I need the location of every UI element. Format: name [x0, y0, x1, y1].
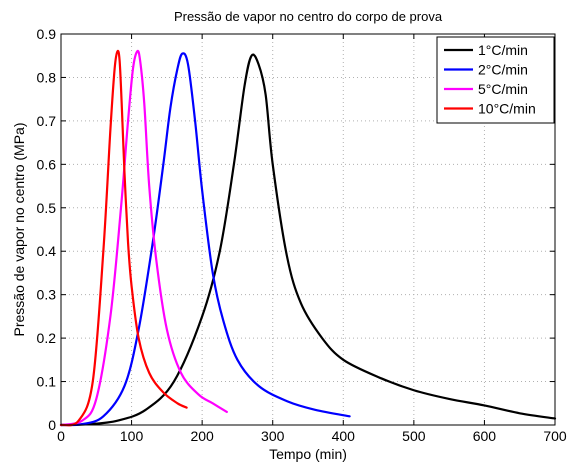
x-axis-label: Tempo (min) [269, 446, 347, 462]
legend-label: 2°C/min [478, 62, 528, 78]
x-tick-label: 100 [120, 428, 144, 444]
ticks: 0 100 200 300 400 500 600 700 0 0.1 0.2 0.3 0.4 0.5 0.… [37, 26, 567, 444]
x-tick-label: 300 [261, 428, 285, 444]
y-tick-label: 0.8 [37, 69, 57, 85]
y-axis-label: Pressão de vapor no centro (MPa) [11, 123, 27, 337]
series-line [59, 49, 188, 427]
x-tick-label: 400 [332, 428, 356, 444]
x-tick-label: 200 [190, 428, 214, 444]
y-tick-label: 0.6 [37, 156, 57, 172]
y-tick-label: 0.3 [37, 287, 57, 303]
y-tick-label: 0 [48, 417, 56, 433]
x-tick-label: 700 [543, 428, 567, 444]
series-line [59, 52, 351, 427]
series-line [59, 49, 228, 427]
chart-title: Pressão de vapor no centro do corpo de p… [174, 9, 443, 24]
plot-frame [60, 33, 556, 426]
series-layer [59, 49, 557, 427]
x-tick-label: 500 [402, 428, 426, 444]
y-tick-label: 0.4 [37, 243, 57, 259]
x-tick-label: 600 [473, 428, 497, 444]
y-tick-label: 0.2 [37, 330, 57, 346]
x-tick-label: 0 [57, 428, 65, 444]
legend: 1°C/min 2°C/min 5°C/min 10°C/min [436, 36, 555, 124]
legend-label: 10°C/min [478, 101, 536, 117]
y-tick-label: 0.7 [37, 113, 57, 129]
y-tick-label: 0.5 [37, 200, 57, 216]
y-tick-label: 0.9 [37, 26, 57, 42]
series-line [59, 53, 557, 427]
legend-label: 5°C/min [478, 81, 528, 97]
legend-label: 1°C/min [478, 42, 528, 58]
y-tick-label: 0.1 [37, 374, 57, 390]
